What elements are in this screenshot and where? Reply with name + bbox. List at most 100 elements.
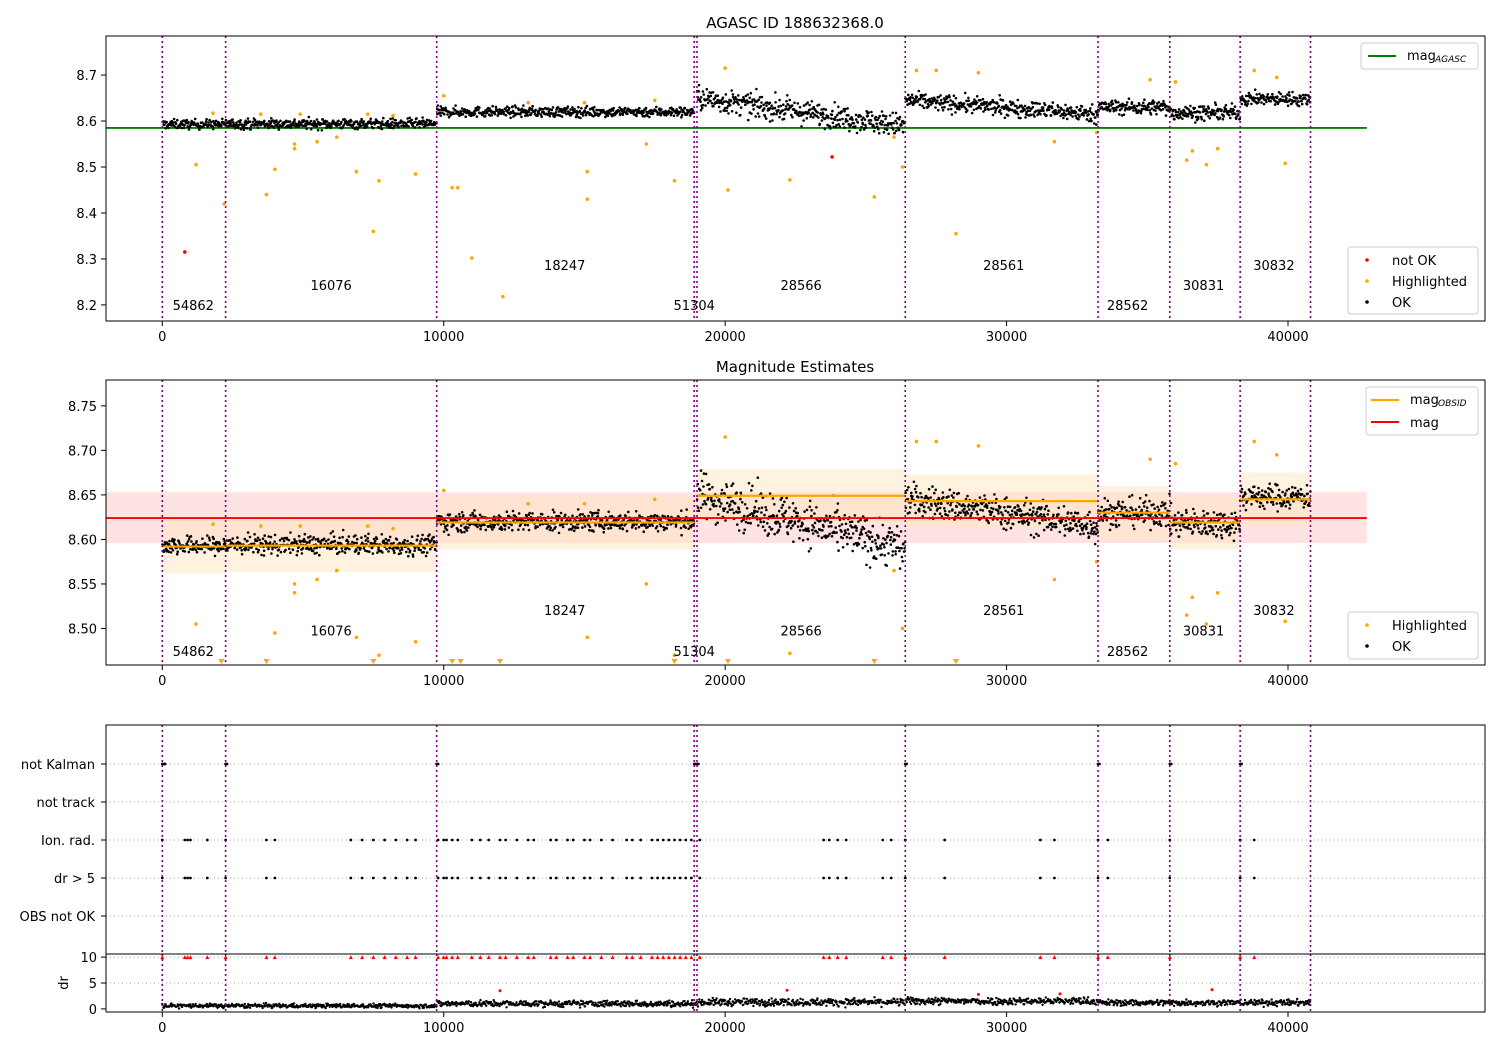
ok-point (933, 512, 937, 516)
ok-point (423, 547, 427, 550)
ok-point (763, 529, 767, 532)
ok-point (726, 510, 729, 514)
ok-point (985, 101, 988, 104)
ok-point (626, 112, 629, 116)
ok-point (892, 533, 896, 537)
ok-point (1023, 104, 1027, 108)
highlighted-point (365, 524, 370, 528)
ok-point (528, 106, 531, 110)
ok-point (1202, 514, 1206, 517)
ok-point (1175, 528, 1178, 532)
ok-point (655, 105, 658, 109)
ok-point (491, 528, 494, 531)
ok-point (698, 98, 702, 101)
ok-point (873, 538, 877, 542)
agasc-panel-title: AGASC ID 188632368.0 (706, 14, 884, 32)
ok-point (779, 104, 782, 108)
ok-point (551, 106, 555, 109)
ok-point (1122, 113, 1126, 116)
ok-point (1070, 511, 1073, 515)
ok-point (189, 535, 193, 538)
ok-point (488, 107, 491, 110)
ok-point (1260, 101, 1263, 104)
ok-point (940, 106, 944, 109)
ok-point (477, 108, 480, 111)
ok-point (187, 120, 190, 124)
ok-point (627, 510, 630, 514)
ok-point (784, 509, 788, 513)
ok-point (750, 112, 753, 115)
ok-point (353, 541, 356, 545)
ok-point (1181, 111, 1184, 115)
flag-point (1096, 876, 1100, 880)
ok-point (778, 525, 782, 528)
ok-point (975, 101, 979, 104)
ok-point (704, 104, 707, 107)
flag-point (650, 876, 654, 880)
ok-point (820, 108, 823, 111)
ok-point (687, 527, 690, 530)
ok-point (822, 525, 825, 528)
ok-point (1146, 108, 1149, 112)
ok-point (728, 503, 732, 506)
ok-point (966, 512, 970, 515)
ok-point (768, 101, 772, 105)
highlighted-point (1204, 162, 1209, 167)
highlighted-point (976, 444, 981, 448)
ok-point (778, 98, 781, 102)
ok-point (1078, 115, 1081, 118)
ok-point (790, 519, 793, 523)
ok-point (819, 519, 822, 523)
ok-point (571, 514, 574, 518)
ok-point (901, 130, 905, 134)
flag-point (273, 838, 277, 842)
ok-point (318, 553, 321, 557)
ok-point (724, 519, 727, 522)
ok-point (1008, 505, 1012, 509)
legend-entry-label: OK (1392, 296, 1411, 311)
ok-point (773, 106, 777, 110)
ok-point (173, 125, 176, 128)
flag-point (526, 838, 530, 842)
ok-point (1023, 108, 1026, 112)
ok-point (968, 508, 971, 511)
ok-point (1288, 507, 1291, 510)
ok-point (867, 111, 870, 114)
ok-point (1193, 525, 1196, 529)
ok-point (896, 546, 900, 549)
ok-point (213, 554, 217, 558)
ok-point (1211, 528, 1215, 532)
ok-point (388, 535, 392, 539)
ok-point (936, 507, 939, 511)
ok-point (890, 531, 894, 534)
ok-point (953, 102, 957, 106)
ok-point (425, 120, 428, 124)
ok-point (882, 131, 886, 134)
ok-point (550, 108, 554, 112)
ok-point (815, 506, 818, 509)
ok-point (1173, 514, 1177, 517)
ok-point (512, 115, 515, 118)
flag-point (667, 876, 671, 880)
ok-point (706, 98, 709, 101)
ok-point (776, 520, 780, 524)
flag-point (532, 876, 536, 880)
ok-point (759, 492, 763, 495)
ok-point (742, 531, 745, 535)
ok-point (753, 103, 756, 106)
ok-point (1129, 514, 1132, 518)
ok-point (809, 547, 813, 550)
ok-point (923, 97, 927, 101)
ok-point (503, 528, 507, 531)
ok-point (760, 506, 764, 510)
ok-point (1062, 109, 1066, 112)
ok-point (854, 125, 857, 128)
flag-point (549, 838, 553, 842)
ok-point (717, 513, 720, 516)
ok-point (680, 533, 683, 537)
ok-point (1244, 100, 1248, 103)
ok-point (303, 119, 306, 123)
ok-point (1173, 118, 1176, 121)
